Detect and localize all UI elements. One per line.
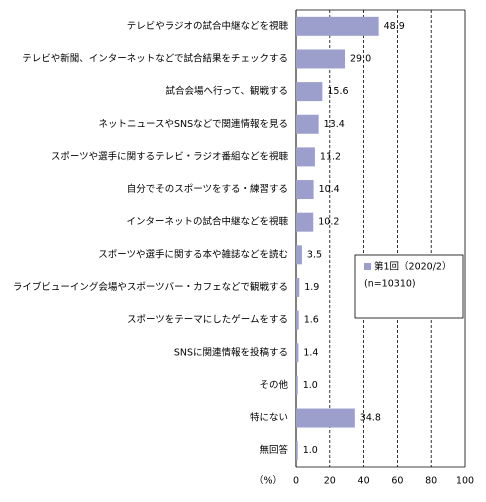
y-tick-label: ネットニュースやSNSなどで関連情報を見る: [98, 118, 288, 130]
value-label: 1.4: [303, 347, 318, 358]
value-label: 29.0: [350, 53, 371, 64]
y-tick-label: スポーツをテーマにしたゲームをする: [127, 314, 288, 326]
x-tick-label: 60: [391, 476, 403, 487]
y-tick-label: 特にない: [250, 412, 288, 424]
value-label: 10.4: [319, 184, 340, 195]
bar: [296, 343, 299, 363]
bar: [296, 277, 300, 297]
bar: [296, 245, 302, 265]
value-label: 15.6: [327, 86, 348, 97]
value-label: 34.8: [360, 413, 381, 424]
legend-box: [354, 254, 464, 319]
y-tick-label: その他: [259, 379, 288, 391]
bar: [296, 114, 319, 134]
bar: [296, 212, 314, 232]
y-tick-label: SNSに関連情報を投稿する: [174, 346, 288, 358]
value-label: 1.0: [303, 380, 318, 391]
legend-note: (n=10310): [364, 279, 416, 290]
x-tick-label: 20: [324, 476, 336, 487]
value-label: 1.9: [304, 282, 319, 293]
x-axis-label: （%）: [254, 475, 282, 487]
x-tick-label: 100: [456, 476, 474, 487]
x-tick-label: 80: [425, 476, 437, 487]
y-tick-label: スポーツや選手に関する本や雑誌などを読む: [98, 248, 288, 260]
bar: [296, 147, 315, 167]
legend-swatch: [364, 263, 371, 270]
y-tick-label: インターネットの試合中継などを視聴: [126, 216, 288, 228]
bar: [296, 375, 298, 395]
y-tick-label: ライブビューイング会場やスポーツバー・カフェなどで観戦する: [13, 281, 288, 293]
bar: [296, 82, 323, 102]
value-label: 11.2: [320, 151, 341, 162]
bar: [296, 310, 299, 330]
value-label: 3.5: [307, 249, 322, 260]
value-label: 1.0: [303, 445, 318, 456]
value-label: 1.6: [304, 315, 319, 326]
x-tick-label: 0: [293, 476, 299, 487]
value-label: 10.2: [318, 217, 339, 228]
y-tick-label: テレビやラジオの試合中継などを視聴: [127, 20, 289, 32]
bar: [296, 441, 298, 461]
y-tick-label: 試合会場へ行って、観戦する: [165, 85, 288, 97]
bar: [296, 49, 346, 69]
bar: [296, 16, 379, 36]
y-tick-label: 自分でそのスポーツをする・練習する: [127, 183, 288, 195]
bar: [296, 408, 355, 428]
y-tick-label: スポーツや選手に関するテレビ・ラジオ番組などを視聴: [51, 150, 289, 162]
bar: [296, 180, 314, 200]
y-tick-label: テレビや新聞、インターネットなどで試合結果をチェックする: [22, 52, 288, 64]
value-label: 48.9: [384, 21, 405, 32]
y-tick-label: 無回答: [259, 444, 288, 456]
x-tick-label: 40: [358, 476, 370, 487]
legend-label: 第1回（2020/2）: [374, 261, 451, 273]
value-label: 13.4: [324, 119, 345, 130]
